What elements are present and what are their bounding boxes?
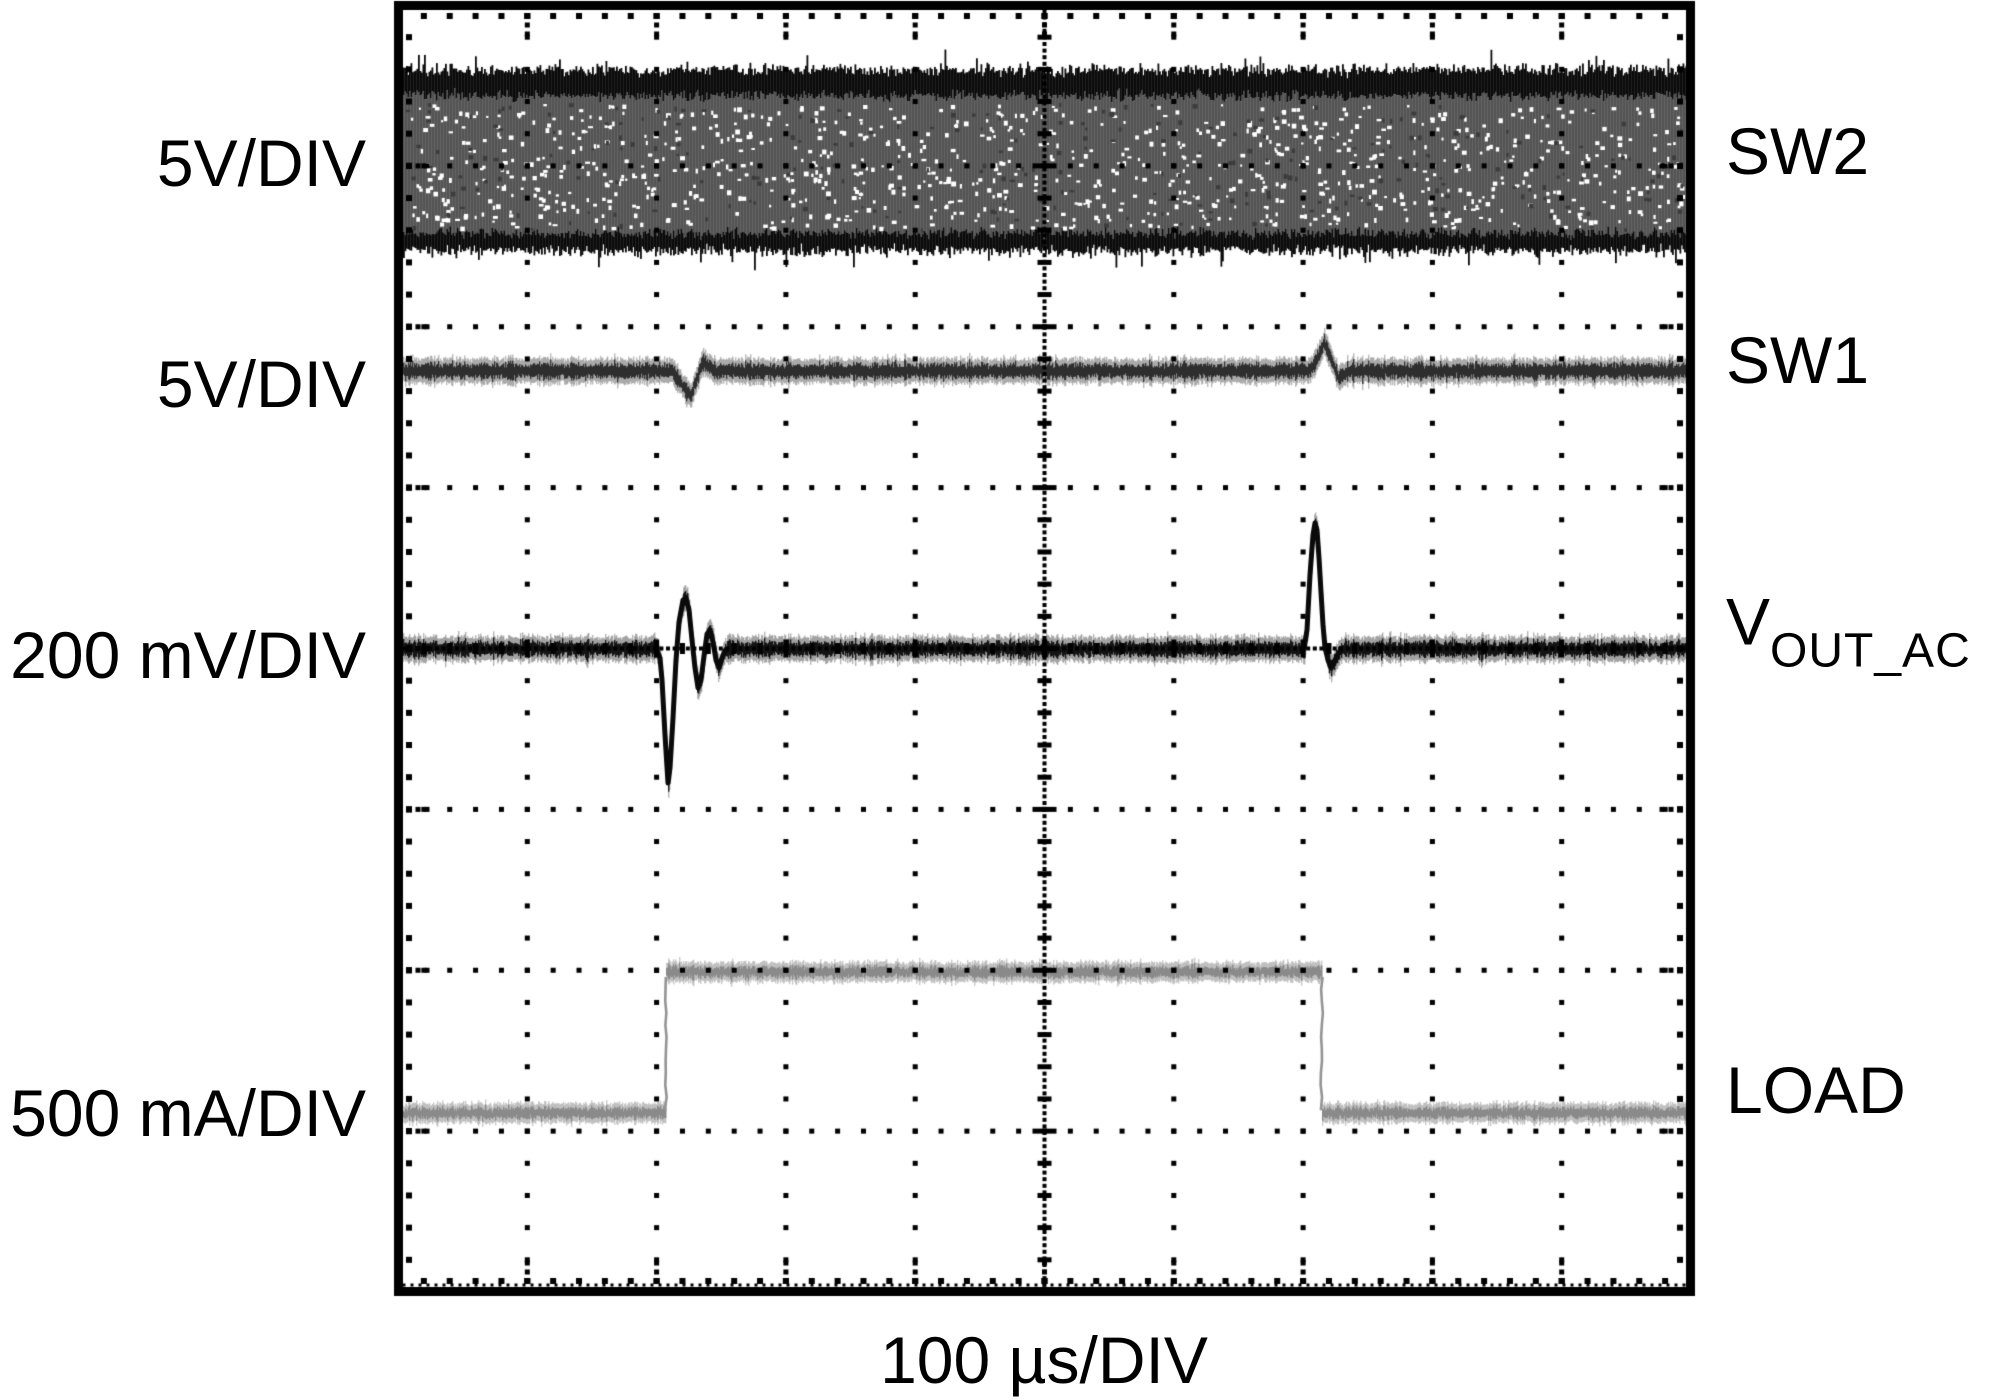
scale-label-vout: 200 mV/DIV: [10, 618, 366, 692]
scale-label-sw1: 5V/DIV: [156, 347, 366, 421]
trace-label-vout-subscript: OUT_AC: [1770, 624, 1971, 678]
trace-label-sw1: SW1: [1726, 323, 1870, 397]
scale-label-load: 500 mA/DIV: [10, 1076, 366, 1150]
trace-label-load: LOAD: [1726, 1053, 1906, 1127]
timebase-label: 100 µs/DIV: [880, 1323, 1208, 1397]
trace-label-vout: VOUT_AC: [1726, 589, 1971, 676]
trace-label-vout-main: V: [1726, 584, 1771, 659]
trace-label-sw2: SW2: [1726, 114, 1870, 188]
scale-label-sw2: 5V/DIV: [156, 126, 366, 200]
